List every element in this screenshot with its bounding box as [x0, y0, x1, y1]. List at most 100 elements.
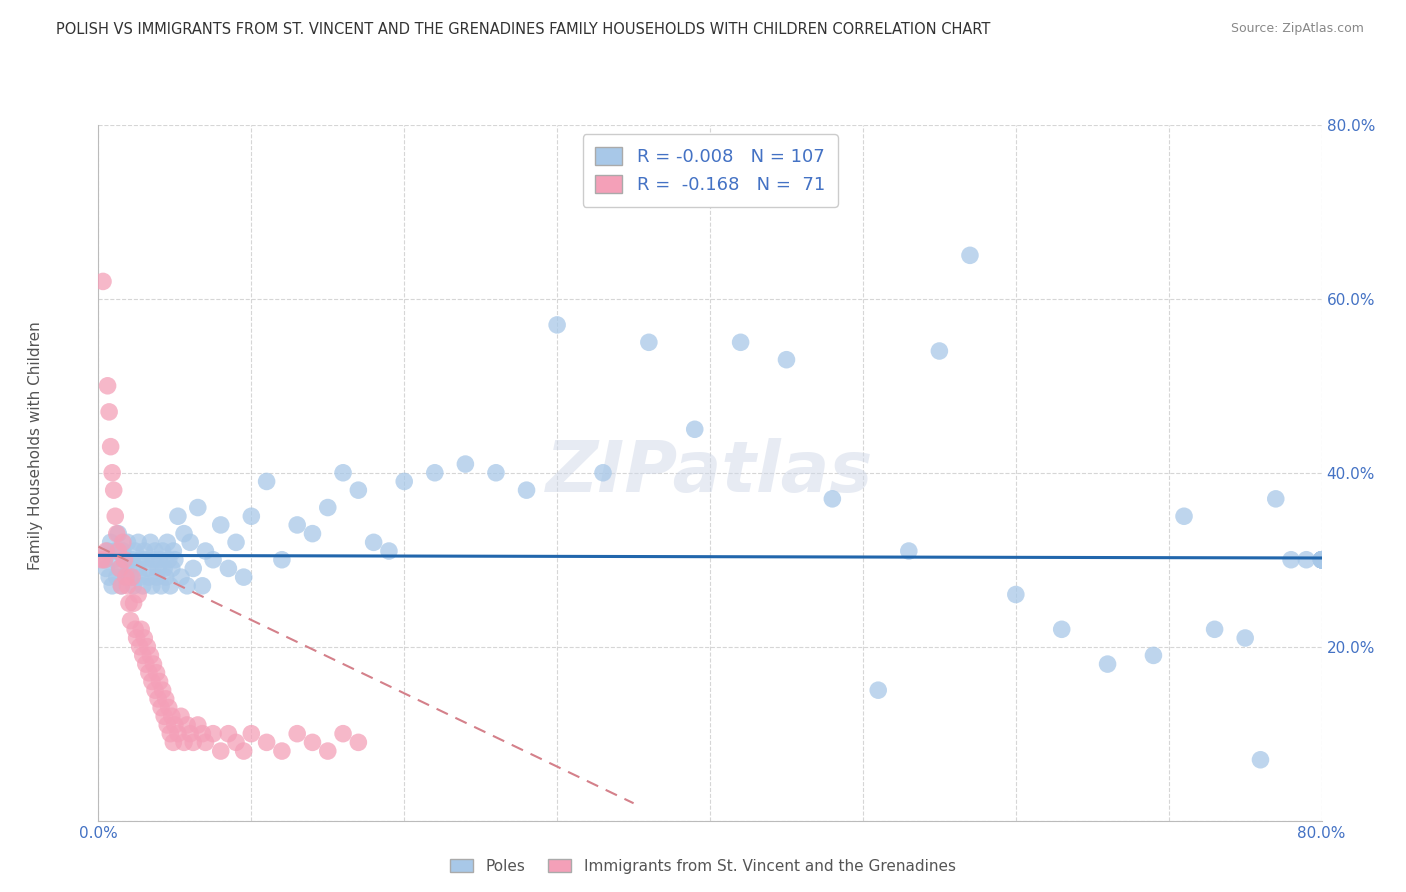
- Point: [191, 726, 214, 740]
- Point: [173, 735, 195, 749]
- Point: [1310, 552, 1333, 567]
- Point: [1310, 552, 1333, 567]
- Point: [139, 648, 162, 663]
- Point: [91, 274, 114, 288]
- Point: [270, 552, 292, 567]
- Point: [150, 700, 173, 714]
- Point: [115, 570, 138, 584]
- Point: [100, 535, 122, 549]
- Point: [157, 700, 180, 714]
- Point: [256, 735, 278, 749]
- Point: [104, 509, 127, 524]
- Text: ZIPatlas: ZIPatlas: [547, 438, 873, 508]
- Point: [98, 570, 121, 584]
- Point: [118, 561, 141, 575]
- Point: [821, 491, 844, 506]
- Point: [132, 579, 155, 593]
- Point: [153, 709, 176, 723]
- Point: [152, 544, 174, 558]
- Point: [176, 718, 198, 732]
- Point: [868, 683, 890, 698]
- Point: [592, 466, 614, 480]
- Point: [159, 726, 181, 740]
- Point: [155, 692, 177, 706]
- Point: [98, 405, 121, 419]
- Point: [170, 709, 193, 723]
- Point: [256, 475, 278, 489]
- Point: [316, 744, 339, 758]
- Point: [105, 570, 128, 584]
- Point: [127, 535, 149, 549]
- Point: [1310, 552, 1333, 567]
- Point: [301, 526, 323, 541]
- Point: [167, 726, 190, 740]
- Point: [363, 535, 385, 549]
- Point: [775, 352, 797, 367]
- Point: [143, 683, 166, 698]
- Point: [145, 570, 167, 584]
- Point: [959, 248, 981, 262]
- Point: [225, 535, 247, 549]
- Point: [94, 561, 117, 575]
- Point: [121, 570, 143, 584]
- Legend: R = -0.008   N = 107, R =  -0.168   N =  71: R = -0.008 N = 107, R = -0.168 N = 71: [582, 134, 838, 207]
- Point: [110, 579, 132, 593]
- Point: [162, 544, 184, 558]
- Point: [225, 735, 247, 749]
- Point: [138, 570, 160, 584]
- Point: [173, 526, 195, 541]
- Point: [683, 422, 706, 436]
- Point: [127, 587, 149, 601]
- Point: [97, 378, 120, 392]
- Point: [138, 665, 160, 680]
- Point: [217, 726, 239, 740]
- Text: Source: ZipAtlas.com: Source: ZipAtlas.com: [1230, 22, 1364, 36]
- Point: [378, 544, 401, 558]
- Point: [209, 744, 232, 758]
- Point: [187, 500, 209, 515]
- Point: [1310, 552, 1333, 567]
- Point: [240, 726, 263, 740]
- Point: [1264, 491, 1286, 506]
- Point: [105, 526, 128, 541]
- Point: [100, 440, 122, 454]
- Point: [139, 535, 162, 549]
- Point: [194, 735, 217, 749]
- Point: [1310, 552, 1333, 567]
- Point: [152, 683, 174, 698]
- Point: [187, 718, 209, 732]
- Point: [485, 466, 508, 480]
- Point: [240, 509, 263, 524]
- Point: [156, 718, 179, 732]
- Point: [232, 744, 254, 758]
- Point: [153, 561, 176, 575]
- Point: [1050, 623, 1073, 637]
- Point: [1279, 552, 1302, 567]
- Point: [112, 552, 135, 567]
- Point: [897, 544, 920, 558]
- Point: [163, 718, 186, 732]
- Point: [1310, 552, 1333, 567]
- Point: [93, 552, 115, 567]
- Point: [104, 544, 127, 558]
- Point: [120, 570, 142, 584]
- Point: [191, 579, 214, 593]
- Point: [129, 623, 152, 637]
- Point: [125, 631, 148, 645]
- Point: [146, 561, 169, 575]
- Point: [124, 623, 146, 637]
- Point: [1249, 753, 1271, 767]
- Point: [122, 579, 145, 593]
- Point: [170, 570, 193, 584]
- Point: [111, 535, 134, 549]
- Point: [1004, 587, 1026, 601]
- Point: [107, 544, 129, 558]
- Point: [637, 335, 661, 350]
- Text: Family Households with Children: Family Households with Children: [28, 322, 42, 570]
- Point: [143, 544, 166, 558]
- Point: [134, 631, 156, 645]
- Point: [332, 466, 354, 480]
- Point: [1310, 552, 1333, 567]
- Point: [146, 692, 169, 706]
- Point: [423, 466, 446, 480]
